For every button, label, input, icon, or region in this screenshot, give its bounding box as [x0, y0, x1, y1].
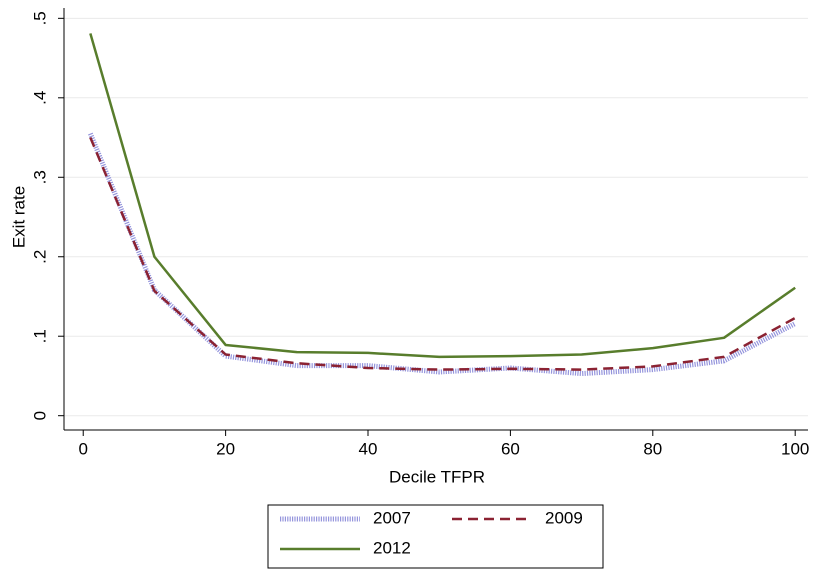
- series-line: [89, 33, 796, 359]
- x-tick-label: 100: [781, 439, 809, 458]
- x-tick-label: 0: [78, 439, 87, 458]
- series-line: [89, 137, 796, 371]
- y-tick-label: .5: [30, 11, 49, 25]
- x-tick-label: 60: [501, 439, 520, 458]
- y-tick-label: 0: [30, 411, 49, 420]
- y-tick-label: .4: [30, 91, 49, 105]
- x-tick-label: 40: [359, 439, 378, 458]
- legend-label: 2007: [373, 508, 411, 527]
- y-tick-label: .2: [30, 250, 49, 264]
- x-tick-label: 20: [216, 439, 235, 458]
- y-axis-title: Exit rate: [9, 186, 28, 248]
- y-tick-label: .3: [30, 170, 49, 184]
- y-tick-label: .1: [30, 329, 49, 343]
- x-tick-label: 80: [643, 439, 662, 458]
- legend-label: 2009: [545, 508, 583, 527]
- legend-label: 2012: [373, 538, 411, 557]
- legend-box: [267, 504, 604, 569]
- x-axis-title: Decile TFPR: [389, 467, 485, 486]
